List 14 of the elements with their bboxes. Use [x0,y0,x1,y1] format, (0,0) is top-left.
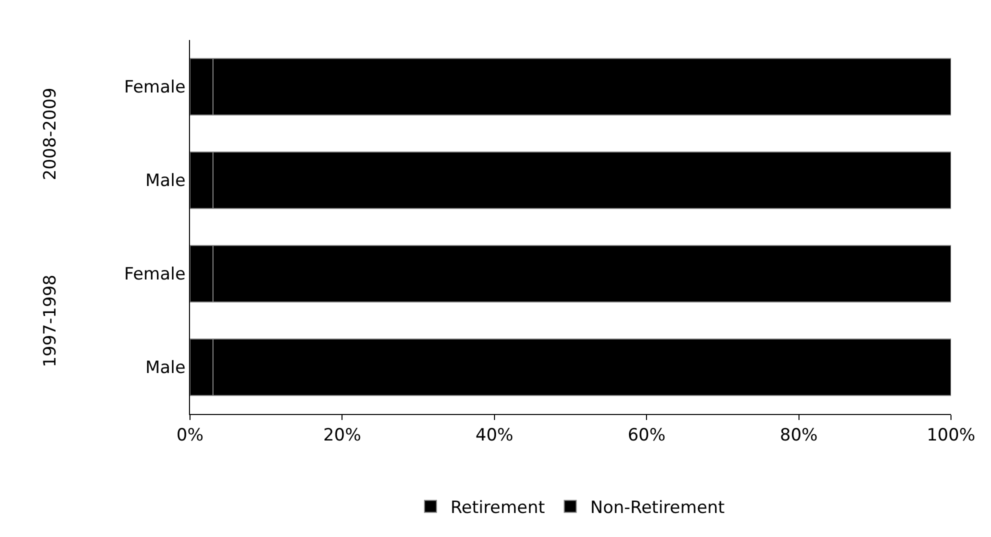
y-tick-label: Male [145,171,186,192]
y-tick-label: Male [145,358,186,378]
x-tick-label: 40% [476,425,514,446]
legend-label: Non-Retirement [590,498,726,518]
y-tick-label: Female [124,264,186,285]
legend-label: Retirement [450,498,546,518]
x-tick-label: 100% [926,425,976,446]
x-tick-label: 80% [780,425,818,446]
text: 1997-1998 [40,274,60,368]
x-tick-label: 20% [323,425,362,446]
text: 2008-2009 [40,88,60,180]
x-tick-label: 60% [628,425,666,446]
x-tick-label: 0% [176,425,204,446]
y-tick-label: Female [124,78,186,98]
